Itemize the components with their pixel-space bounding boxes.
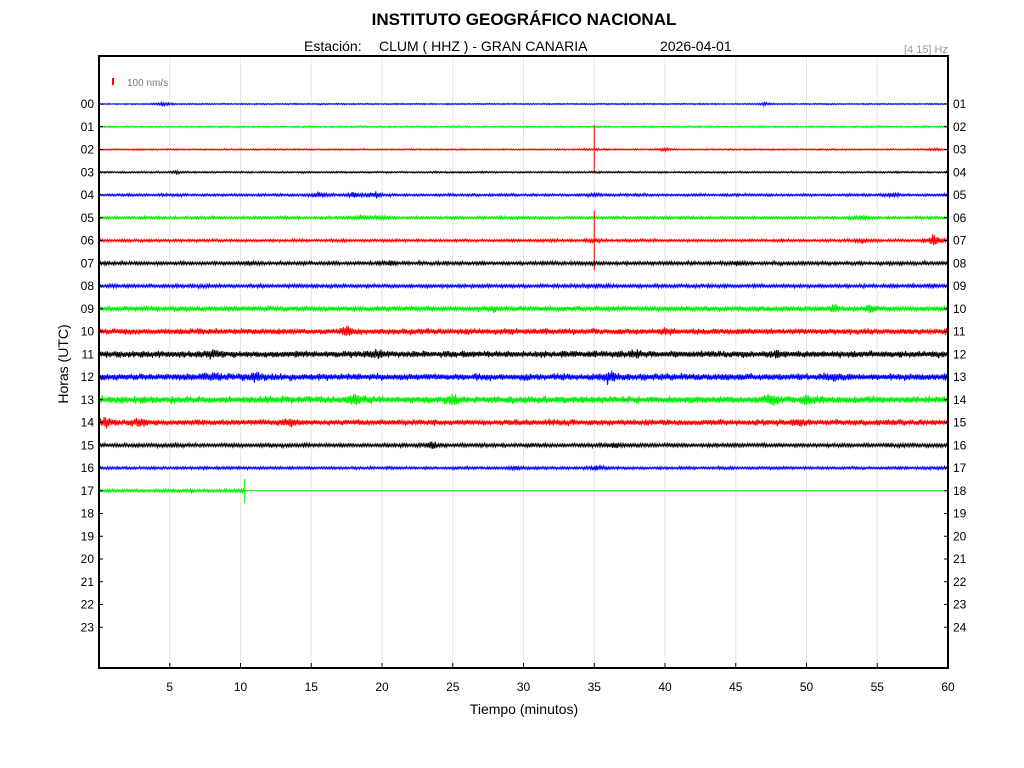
- y-tick-label-left: 16: [81, 461, 95, 475]
- y-tick-label-right: 01: [953, 97, 967, 111]
- y-tick-label-right: 12: [953, 347, 967, 361]
- trace-hour-00: [98, 100, 949, 108]
- y-tick-label-right: 14: [953, 393, 967, 407]
- y-tick-label-left: 05: [81, 211, 95, 225]
- filter-band: [4 15] Hz: [904, 44, 948, 56]
- x-tick-label: 20: [375, 680, 389, 694]
- x-tick-label: 45: [729, 680, 743, 694]
- y-tick-label-right: 06: [953, 211, 967, 225]
- y-tick-label-left: 10: [81, 325, 95, 339]
- y-tick-label-left: 21: [81, 575, 95, 589]
- station-name: CLUM ( HHZ ) - GRAN CANARIA: [379, 38, 588, 54]
- y-tick-label-left: 08: [81, 279, 95, 293]
- y-tick-label-right: 07: [953, 234, 967, 248]
- y-tick-label-right: 22: [953, 575, 967, 589]
- x-tick-label: 40: [658, 680, 672, 694]
- y-tick-label-right: 24: [953, 620, 967, 634]
- y-tick-label-left: 23: [81, 620, 95, 634]
- y-tick-label-right: 16: [953, 438, 967, 452]
- y-tick-label-left: 12: [81, 370, 95, 384]
- hour-ticks-right: 01 02 03 04 05 06 07 08 09 10 11 12 13 14 15 16 17 18 19 20…: [944, 97, 967, 634]
- y-tick-label-left: 18: [81, 507, 95, 521]
- trace-hour-17: [98, 487, 245, 495]
- y-tick-label-right: 18: [953, 484, 967, 498]
- trace-hour-15: [98, 441, 949, 450]
- y-tick-label-right: 08: [953, 256, 967, 270]
- y-tick-label-left: 04: [81, 188, 95, 202]
- x-tick-label: 30: [517, 680, 531, 694]
- y-tick-label-left: 09: [81, 302, 95, 316]
- x-tick-label: 50: [800, 680, 814, 694]
- y-tick-label-left: 00: [81, 97, 95, 111]
- trace-hour-10: [98, 325, 949, 337]
- station-label: Estación:: [304, 38, 362, 54]
- x-tick-label: 10: [234, 680, 248, 694]
- y-tick-label-left: 02: [81, 143, 95, 157]
- minute-ticks: 5 10 15 20 25 30 35 40 45 50 55 60: [166, 663, 955, 694]
- x-tick-label: 60: [941, 680, 955, 694]
- trace-hour-05: [98, 214, 949, 222]
- y-tick-label-right: 09: [953, 279, 967, 293]
- amplitude-scale-label: 100 nm/s: [127, 78, 168, 89]
- y-tick-label-left: 17: [81, 484, 95, 498]
- trace-hour-14: [98, 417, 949, 429]
- y-tick-label-left: 15: [81, 438, 95, 452]
- y-axis-label: Horas (UTC): [55, 324, 71, 403]
- vertical-gridlines: [169, 56, 878, 668]
- record-date: 2026-04-01: [660, 38, 732, 54]
- y-tick-label-right: 19: [953, 507, 967, 521]
- y-tick-label-right: 02: [953, 120, 967, 134]
- y-tick-label-left: 11: [82, 347, 95, 361]
- y-tick-label-right: 11: [953, 325, 966, 339]
- y-tick-label-left: 22: [81, 598, 95, 612]
- y-tick-label-left: 01: [81, 120, 95, 134]
- trace-hour-01: [98, 124, 949, 129]
- y-tick-label-right: 13: [953, 370, 967, 384]
- x-tick-label: 5: [166, 680, 173, 694]
- seismic-traces: [98, 100, 949, 503]
- trace-hour-09: [98, 303, 949, 314]
- trace-hour-13: [98, 393, 949, 406]
- y-tick-label-right: 04: [953, 165, 967, 179]
- y-tick-label-left: 03: [81, 165, 95, 179]
- y-tick-label-right: 10: [953, 302, 967, 316]
- trace-hour-02: [98, 146, 949, 153]
- x-tick-label: 25: [446, 680, 460, 694]
- y-tick-label-left: 06: [81, 234, 95, 248]
- x-axis-label: Tiempo (minutos): [470, 701, 578, 717]
- trace-hour-11: [98, 348, 949, 360]
- y-tick-label-right: 21: [953, 552, 967, 566]
- y-tick-label-right: 15: [953, 416, 967, 430]
- trace-hour-03: [98, 169, 949, 176]
- y-tick-label-right: 05: [953, 188, 967, 202]
- chart-title: INSTITUTO GEOGRÁFICO NACIONAL: [372, 10, 677, 29]
- y-tick-label-left: 13: [81, 393, 95, 407]
- trace-hour-07: [98, 259, 949, 268]
- trace-hour-04: [98, 191, 949, 199]
- y-tick-label-left: 14: [81, 416, 95, 430]
- y-tick-label-right: 03: [953, 143, 967, 157]
- trace-hour-06: [98, 233, 949, 246]
- hour-ticks-left: 00 01 02 03 04 05 06 07 08 09 10 11 12 13 14 15 16 17 18 19…: [81, 97, 103, 634]
- y-tick-label-left: 19: [81, 529, 95, 543]
- y-tick-label-left: 20: [81, 552, 95, 566]
- trace-hour-16: [98, 464, 949, 472]
- x-tick-label: 35: [588, 680, 602, 694]
- x-tick-label: 55: [871, 680, 885, 694]
- amplitude-scale-bar: [112, 78, 114, 85]
- trace-hour-12: [98, 370, 949, 386]
- y-tick-label-right: 20: [953, 529, 967, 543]
- y-tick-label-right: 23: [953, 598, 967, 612]
- x-tick-label: 15: [305, 680, 319, 694]
- y-tick-label-left: 07: [81, 256, 95, 270]
- y-tick-label-right: 17: [953, 461, 967, 475]
- trace-hour-08: [98, 282, 949, 290]
